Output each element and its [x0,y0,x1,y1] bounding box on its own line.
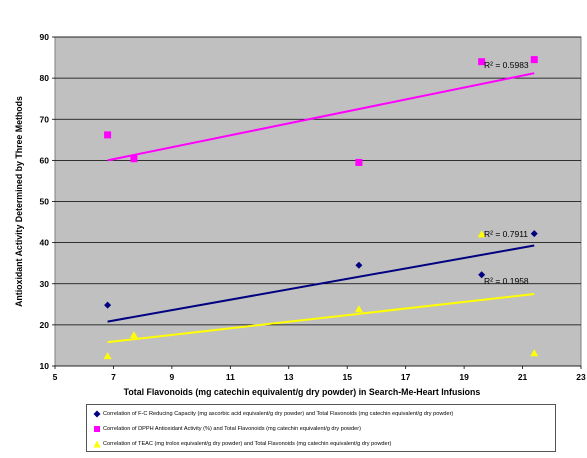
y-tick-label: 70 [40,114,50,124]
x-tick-label: 5 [53,372,58,382]
square-marker-icon [94,426,100,432]
point-dpph [355,158,363,166]
tick-labels: 10 20 30 40 50 60 70 80 90 5 7 9 11 13 15 17 19 21 23 [40,32,586,382]
trendline-teac [107,293,535,344]
r2-labels: R² = 0.7911 R² = 0.5983 R² = 0.1958 [484,60,529,286]
point-dpph [530,56,538,64]
r2-label-teac: R² = 0.1958 [484,276,529,286]
y-tick-label: 50 [40,197,50,207]
y-tick-label: 20 [40,320,50,330]
legend: Correlation of F-C Reducing Capacity (mg… [86,404,556,452]
y-tick-label: 60 [40,155,50,165]
y-axis-title: Antioxidant Activity Determined by Three… [14,96,24,307]
trendlines [107,72,535,344]
legend-item-teac: Correlation of TEAC (mg trolox equivalen… [93,438,391,450]
x-tick-label: 7 [111,372,116,382]
point-teac [129,331,138,339]
data-points [103,56,539,360]
x-tick-label: 13 [284,372,294,382]
r2-label-dpph: R² = 0.5983 [484,60,529,70]
point-fc [530,230,538,238]
r2-label-fc: R² = 0.7911 [484,229,528,239]
y-tick-label: 90 [40,32,50,42]
point-teac [103,352,112,360]
legend-label-teac: Correlation of TEAC (mg trolox equivalen… [103,441,392,447]
point-teac [354,305,363,313]
point-teac [477,230,486,238]
legend-label-fc: Correlation of F-C Reducing Capacity (mg… [103,411,454,417]
point-dpph [478,58,486,66]
legend-item-dpph: Correlation of DPPH Antioxidant Activity… [93,423,361,435]
x-tick-label: 15 [342,372,352,382]
trendline-dpph [107,72,535,162]
gridlines [52,36,582,369]
x-tick-label: 17 [401,372,411,382]
triangle-marker-icon [93,440,101,448]
x-tick-label: 9 [170,372,175,382]
y-tick-label: 80 [40,73,50,83]
x-tick-label: 23 [576,372,586,382]
y-tick-label: 10 [40,361,50,371]
y-tick-label: 30 [40,279,50,289]
y-tick-label: 40 [40,238,50,248]
point-teac [530,349,539,357]
trendline-fc [107,244,535,323]
point-fc [355,261,363,269]
legend-label-dpph: Correlation of DPPH Antioxidant Activity… [103,426,361,432]
diamond-marker-icon [93,410,101,418]
x-tick-label: 11 [226,372,235,382]
point-fc [104,301,112,309]
point-dpph [130,155,138,163]
x-tick-label: 19 [459,372,469,382]
x-axis-title: Total Flavonoids (mg catechin equivalent… [124,387,481,397]
point-fc [478,271,486,279]
point-dpph [104,131,112,139]
legend-item-fc: Correlation of F-C Reducing Capacity (mg… [93,408,453,420]
x-tick-label: 21 [518,372,528,382]
